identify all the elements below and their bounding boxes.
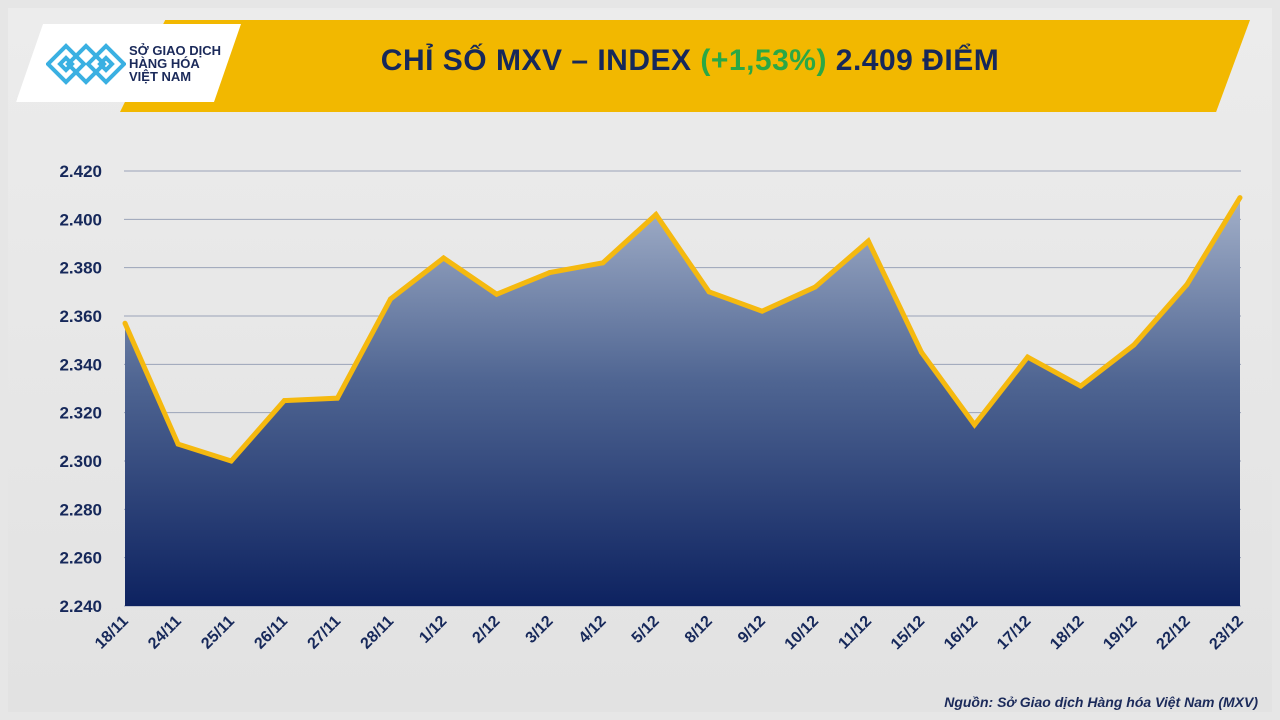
x-tick-label: 18/12 [1047, 613, 1087, 653]
y-tick-label: 2.380 [59, 259, 102, 278]
y-tick-label: 2.320 [59, 404, 102, 423]
data-point [972, 422, 978, 428]
x-tick-label: 2/12 [469, 613, 503, 647]
series-line [122, 196, 1243, 464]
data-point [281, 398, 287, 404]
data-point [1131, 342, 1137, 348]
x-tick-label: 25/11 [198, 613, 238, 653]
logo-line-3: VIỆT NAM [129, 69, 192, 84]
data-point [759, 308, 765, 314]
data-point [1025, 354, 1031, 360]
y-tick-label: 2.420 [59, 162, 102, 181]
data-point [1237, 195, 1243, 201]
data-point [441, 255, 447, 261]
x-tick-label: 4/12 [576, 613, 610, 647]
data-point [918, 349, 924, 355]
data-point [334, 395, 340, 401]
logo-mark-icon [46, 43, 126, 85]
x-tick-label: 17/12 [994, 613, 1034, 653]
data-point [228, 458, 234, 464]
y-tick-label: 2.280 [59, 500, 102, 519]
title-suffix: 2.409 ĐIỂM [826, 44, 1000, 77]
title-banner [120, 20, 1250, 112]
x-tick-label: 28/11 [358, 613, 398, 653]
y-tick-label: 2.260 [59, 549, 102, 568]
x-tick-label: 3/12 [523, 613, 557, 647]
x-tick-label: 18/11 [92, 613, 132, 653]
data-point [706, 289, 712, 295]
x-tick-label: 22/12 [1153, 613, 1193, 653]
x-tick-label: 11/12 [835, 613, 875, 653]
data-point [175, 441, 181, 447]
data-point [494, 291, 500, 297]
x-tick-label: 23/12 [1206, 613, 1246, 653]
data-point [600, 260, 606, 266]
page-title: CHỈ SỐ MXV – INDEX (+1,53%) 2.409 ĐIỂM [250, 44, 1130, 78]
logo-line-2: HÀNG HÓA [129, 56, 200, 71]
logo-line-1: SỞ GIAO DỊCH [129, 43, 221, 58]
y-tick-label: 2.340 [59, 355, 102, 374]
y-tick-label: 2.360 [59, 307, 102, 326]
y-tick-label: 2.300 [59, 452, 102, 471]
x-tick-label: 15/12 [888, 613, 928, 653]
change-percent: (+1,53%) [700, 44, 827, 77]
data-point [812, 284, 818, 290]
y-tick-label: 2.240 [59, 597, 102, 616]
data-point [387, 296, 393, 302]
data-point [1078, 383, 1084, 389]
x-tick-label: 27/11 [305, 613, 345, 653]
x-tick-label: 10/12 [782, 613, 822, 653]
x-tick-label: 19/12 [1100, 613, 1140, 653]
data-point [653, 212, 659, 217]
x-tick-label: 5/12 [629, 613, 663, 647]
x-tick-label: 9/12 [735, 613, 769, 647]
x-tick-label: 26/11 [251, 613, 291, 653]
data-point [1184, 282, 1190, 288]
y-tick-label: 2.400 [59, 210, 102, 229]
data-point [865, 238, 871, 244]
source-note: Nguồn: Sở Giao dịch Hàng hóa Việt Nam (M… [944, 694, 1258, 710]
logo: SỞ GIAO DỊCH HÀNG HÓA VIỆT NAM [16, 24, 241, 102]
x-tick-label: 8/12 [682, 613, 716, 647]
data-point [122, 320, 128, 326]
x-tick-label: 24/11 [145, 613, 185, 653]
x-tick-label: 16/12 [941, 613, 981, 653]
area-fill [125, 197, 1240, 607]
data-point [547, 270, 553, 275]
x-tick-label: 1/12 [416, 613, 450, 647]
title-prefix: CHỈ SỐ MXV – INDEX [380, 44, 701, 77]
